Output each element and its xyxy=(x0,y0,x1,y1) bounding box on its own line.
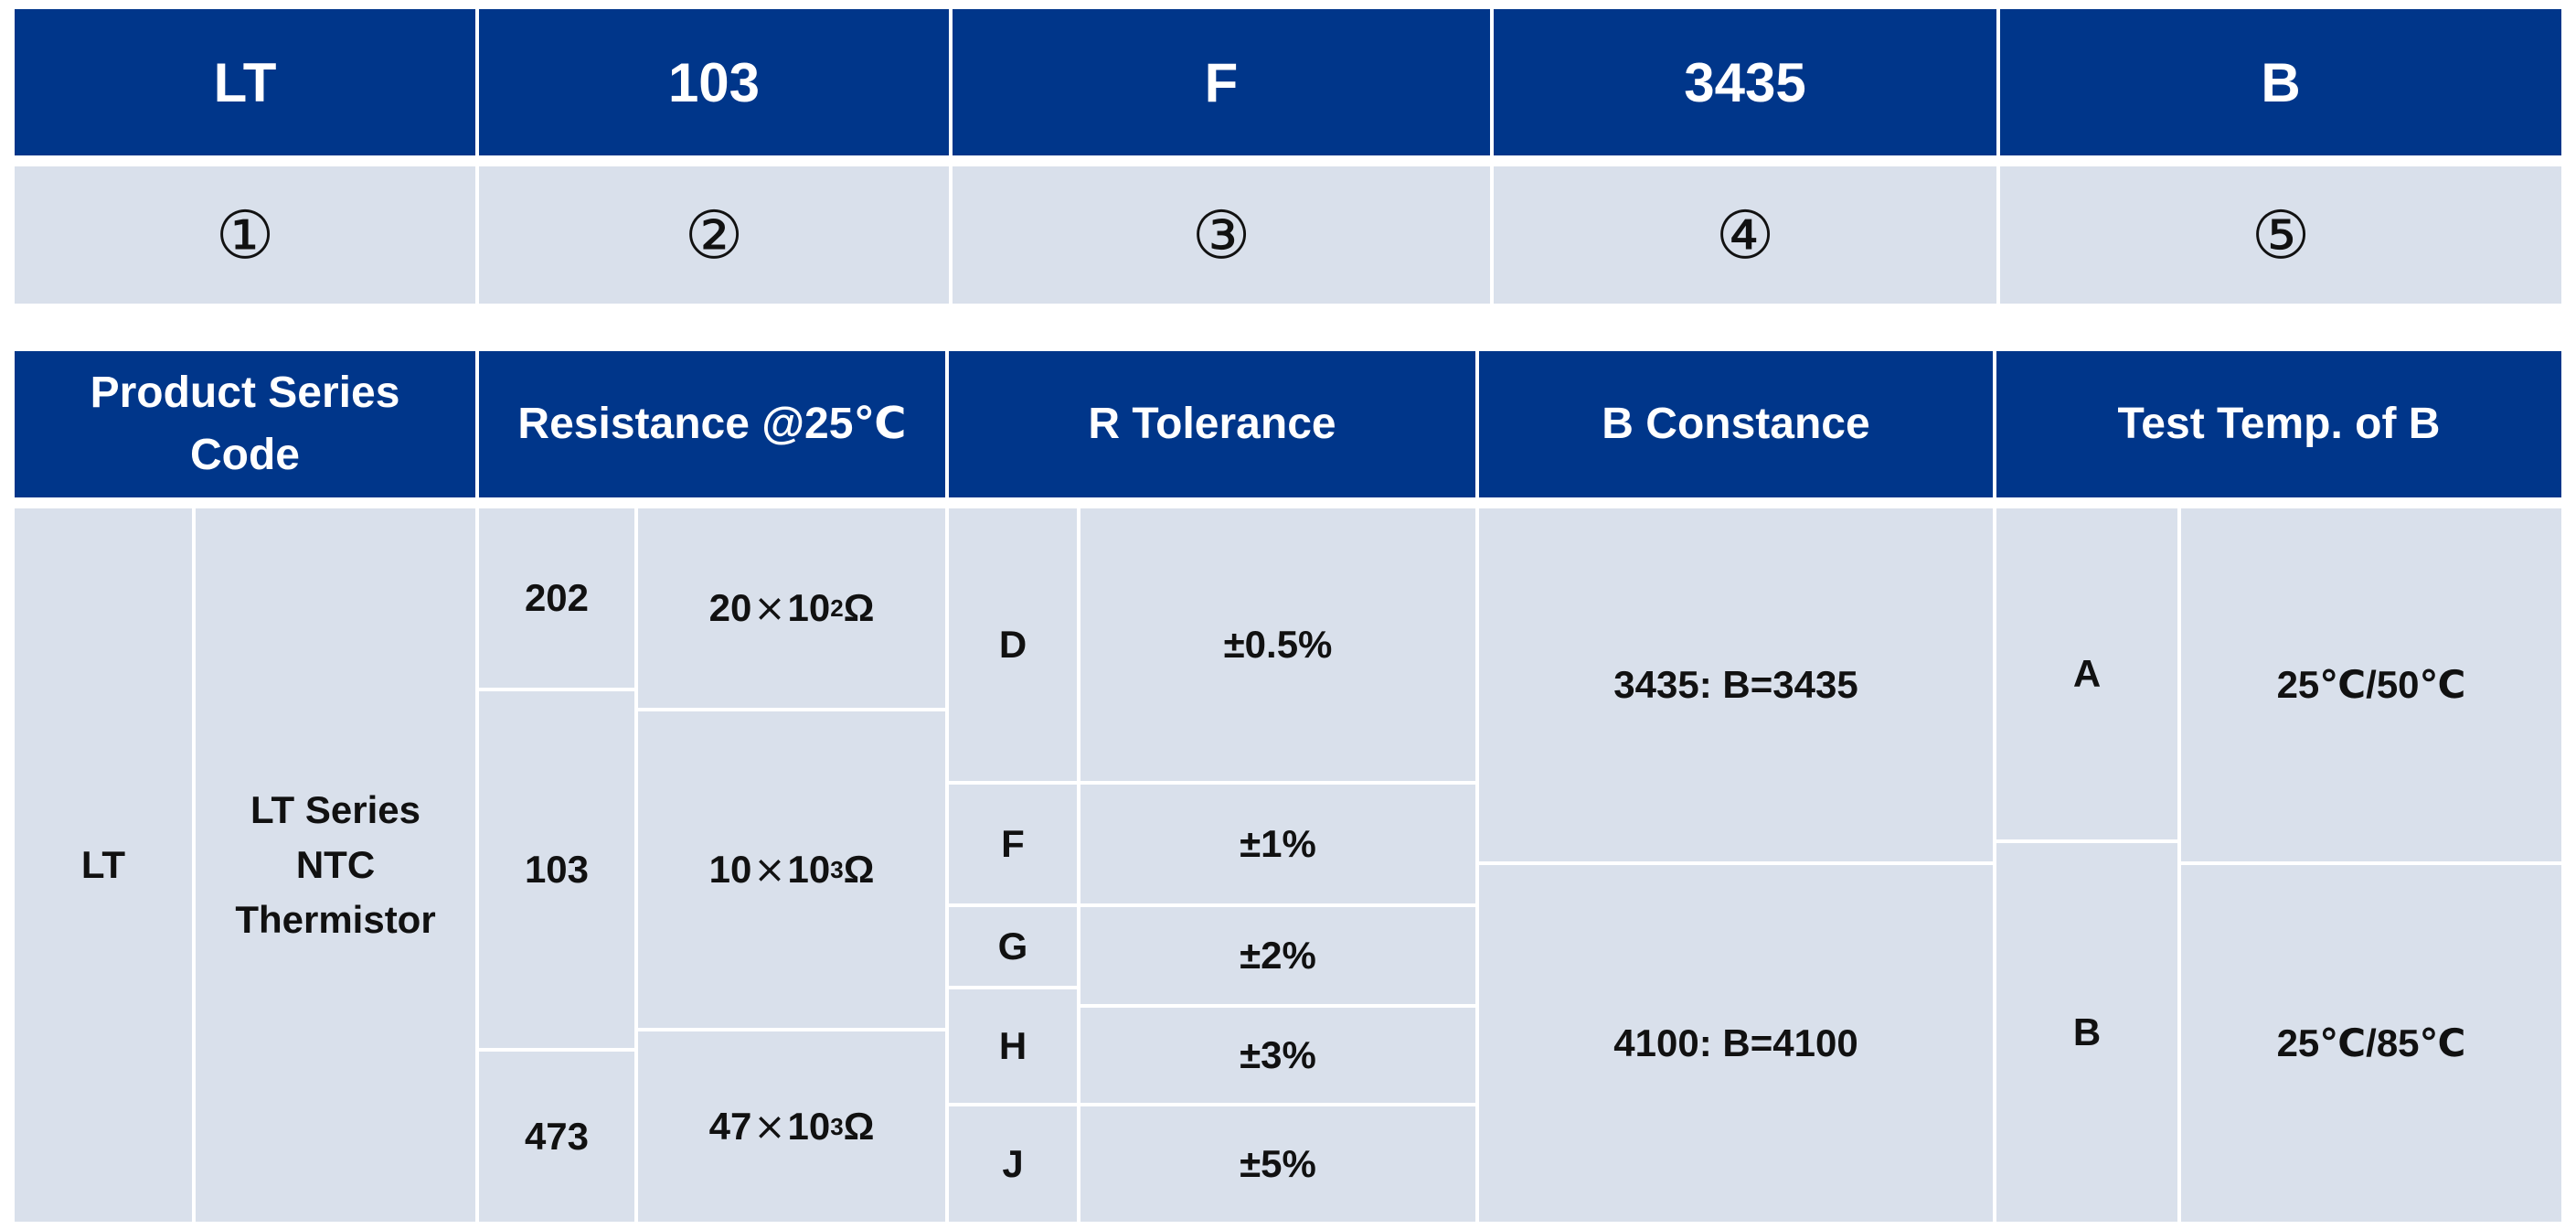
header-tolerance: R Tolerance xyxy=(949,351,1475,497)
tolerance-value: ±1% xyxy=(1080,785,1475,903)
series-code: LT xyxy=(15,508,192,1222)
tolerance-value: ±3% xyxy=(1080,1008,1475,1103)
segment-marker-2: ② xyxy=(479,166,949,304)
header-test-temp: Test Temp. of B xyxy=(1996,351,2561,497)
test-temp-code: A xyxy=(1996,508,2177,839)
test-temp-value: 25℃/85℃ xyxy=(2181,865,2561,1222)
header-resistance: Resistance @25℃ xyxy=(479,351,945,497)
tolerance-code: H xyxy=(949,989,1077,1103)
tolerance-code: G xyxy=(949,907,1077,986)
resistance-value: 47 × 10 3 Ω xyxy=(638,1031,945,1222)
tolerance-value: ±2% xyxy=(1080,907,1475,1004)
code-segment-3: F xyxy=(953,9,1490,155)
resistance-code: 473 xyxy=(479,1052,634,1222)
series-description-line-1: LT Series xyxy=(250,788,420,831)
segment-marker-4: ④ xyxy=(1494,166,1996,304)
tolerance-code: F xyxy=(949,785,1077,903)
series-description: LT Series NTC Thermistor xyxy=(196,508,475,1222)
series-description-line-2: NTC xyxy=(295,843,376,886)
resistance-code: 202 xyxy=(479,508,634,688)
tolerance-value: ±0.5% xyxy=(1080,508,1475,781)
code-segment-4: 3435 xyxy=(1494,9,1996,155)
tolerance-value: ±5% xyxy=(1080,1106,1475,1222)
header-b-constance: B Constance xyxy=(1479,351,1993,497)
header-product-series-label: Product Series Code xyxy=(90,369,400,479)
tolerance-code: D xyxy=(949,508,1077,781)
b-constance-value: 3435: B=3435 xyxy=(1479,508,1993,861)
test-temp-value: 25℃/50℃ xyxy=(2181,508,2561,861)
segment-marker-3: ③ xyxy=(953,166,1490,304)
code-segment-2: 103 xyxy=(479,9,949,155)
code-segment-5: B xyxy=(2000,9,2561,155)
code-segment-1: LT xyxy=(15,9,475,155)
test-temp-code: B xyxy=(1996,843,2177,1222)
resistance-value: 20 × 10 2 Ω xyxy=(638,508,945,708)
b-constance-value: 4100: B=4100 xyxy=(1479,865,1993,1222)
segment-marker-1: ① xyxy=(15,166,475,304)
series-description-line-3: Thermistor xyxy=(235,898,436,941)
header-product-series: Product Series Code xyxy=(15,351,475,497)
segment-marker-5: ⑤ xyxy=(2000,166,2561,304)
resistance-code: 103 xyxy=(479,691,634,1048)
resistance-value: 10 × 10 3 Ω xyxy=(638,711,945,1028)
tolerance-code: J xyxy=(949,1106,1077,1222)
